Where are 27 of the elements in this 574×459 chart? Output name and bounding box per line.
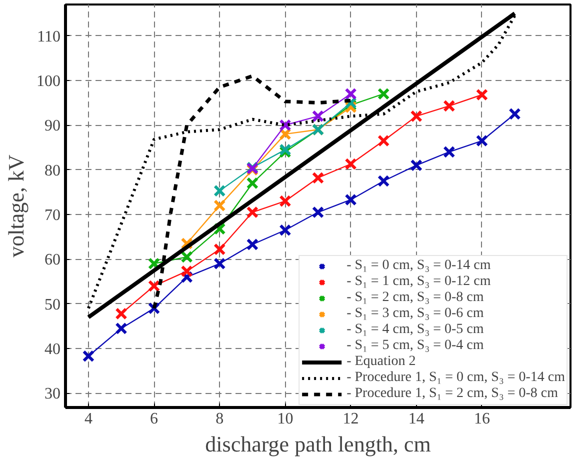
legend-label: - S₁ = 4 cm, S₃ = 0-5 cm: [346, 322, 484, 338]
legend-label: - Procedure 1, S₁ = 0 cm, S₃ = 0-14 cm: [346, 370, 565, 386]
legend-label: - Equation 2: [346, 354, 416, 370]
y-tick-label: 100: [36, 72, 60, 90]
legend-label: - S₁ = 2 cm, S₃ = 0-8 cm: [346, 290, 484, 306]
x-tick-label: 10: [277, 410, 294, 428]
y-tick-label: 90: [44, 118, 60, 135]
y-tick-label: 60: [44, 252, 60, 269]
y-axis-title: voltage, kV: [4, 154, 28, 258]
x-tick-label: 14: [408, 410, 424, 428]
y-tick-label: 30: [44, 386, 60, 403]
x-tick-label: 4: [84, 410, 92, 428]
x-tick-label: 16: [474, 410, 490, 428]
legend-label: - S₁ = 5 cm, S₃ = 0-4 cm: [346, 338, 484, 354]
x-tick-label: 8: [216, 410, 224, 428]
x-axis-title: discharge path length, cm: [205, 432, 431, 456]
x-tick-label: 12: [342, 410, 359, 428]
x-tick-label: 6: [150, 410, 158, 428]
legend-label: - S₁ = 0 cm, S₃ = 0-14 cm: [346, 258, 491, 274]
legend-label: - Procedure 1, S₁ = 2 cm, S₃ = 0-8 cm: [346, 386, 558, 402]
y-tick-label: 80: [44, 162, 60, 180]
y-tick-label: 50: [44, 296, 60, 314]
y-tick-label: 110: [37, 28, 60, 46]
y-tick-label: 40: [44, 341, 60, 358]
y-tick-label: 70: [44, 206, 60, 224]
legend-label: - S₁ = 1 cm, S₃ = 0-12 cm: [346, 274, 491, 290]
legend-label: - S₁ = 3 cm, S₃ = 0-6 cm: [346, 306, 484, 322]
